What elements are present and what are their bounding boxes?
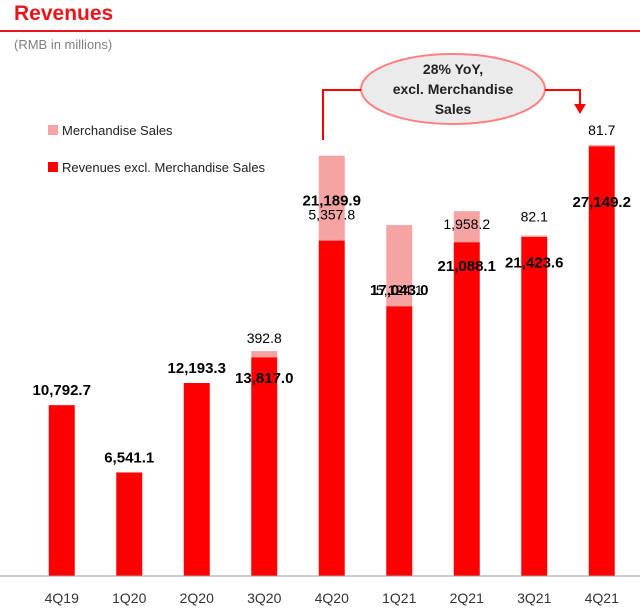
tick-4q21: 4Q21 [585,590,619,606]
bar-revenue-4q21 [588,146,615,577]
data-labels: 10,792.7 6,541.1 12,193.3 13,817.0 392.8 21,1… [33,122,631,467]
label-revenue-1q20: 6,541.1 [104,449,154,466]
label-merchandise-3q21: 82.1 [521,209,548,225]
callout-line-3: Sales [435,101,472,117]
tick-1q21: 1Q21 [382,590,416,606]
legend-label-revenues: Revenues excl. Merchandise Sales [62,160,266,175]
tick-2q20: 2Q20 [180,590,214,606]
label-revenue-3q20: 13,817.0 [235,370,293,387]
legend-swatch-merchandise [48,125,58,135]
x-axis: 4Q19 1Q20 2Q20 3Q20 4Q20 1Q21 2Q21 3Q21 4Q21 [0,575,640,606]
yoy-callout: 28% YoY, excl. Merchandise Sales [322,53,586,140]
bar-merchandise-1q21 [386,225,413,307]
callout-line-1: 28% YoY, [423,61,483,77]
tick-3q21: 3Q21 [517,590,551,606]
tick-4q20: 4Q20 [315,590,349,606]
page-title: Revenues [14,2,114,25]
label-revenue-2q20: 12,193.3 [168,360,226,377]
label-revenue-1q21: 17,043.0 [370,282,428,299]
callout-connector-right [545,89,581,104]
callout-line-2: excl. Merchandise [393,81,514,97]
bar-merchandise-4q20 [318,155,345,241]
bars [48,144,615,577]
bar-revenue-4q19 [48,405,75,576]
bar-merchandise-3q21 [521,235,548,237]
bar-merchandise-3q20 [251,351,278,358]
tick-3q20: 3Q20 [247,590,281,606]
legend-swatch-revenues [48,162,58,172]
bar-merchandise-4q21 [588,144,615,147]
label-merchandise-2q21: 1,958.2 [443,216,490,232]
legend-label-merchandise: Merchandise Sales [62,123,173,138]
bar-merchandise-2q21 [453,211,480,243]
label-revenue-3q21: 21,423.6 [505,255,563,272]
legend: Merchandise Sales Revenues excl. Merchan… [48,123,266,175]
bar-revenue-4q20 [318,240,345,576]
bar-revenue-1q20 [116,472,143,576]
label-merchandise-3q20: 392.8 [247,330,282,346]
label-revenue-2q21: 21,088.1 [438,258,496,275]
callout-arrowhead [574,104,586,114]
callout-connector-left [322,89,361,140]
bar-revenue-2q20 [183,382,210,576]
bar-revenue-2q21 [453,242,480,576]
label-revenue-4q20: 21,189.9 [303,193,361,210]
title-rule [0,30,640,32]
label-revenue-4q21: 27,149.2 [573,194,631,211]
page-subtitle: (RMB in millions) [14,37,113,52]
tick-2q21: 2Q21 [450,590,484,606]
tick-1q20: 1Q20 [112,590,146,606]
bar-revenue-1q21 [386,306,413,576]
label-revenue-4q19: 10,792.7 [33,382,91,399]
label-merchandise-4q20: 5,357.8 [308,207,355,223]
label-merchandise-4q21: 81.7 [588,122,615,138]
label-merchandise-1q21: 5,124.1 [376,282,423,298]
bar-revenue-3q21 [521,236,548,576]
bar-revenue-3q20 [251,357,278,576]
tick-4q19: 4Q19 [45,590,79,606]
